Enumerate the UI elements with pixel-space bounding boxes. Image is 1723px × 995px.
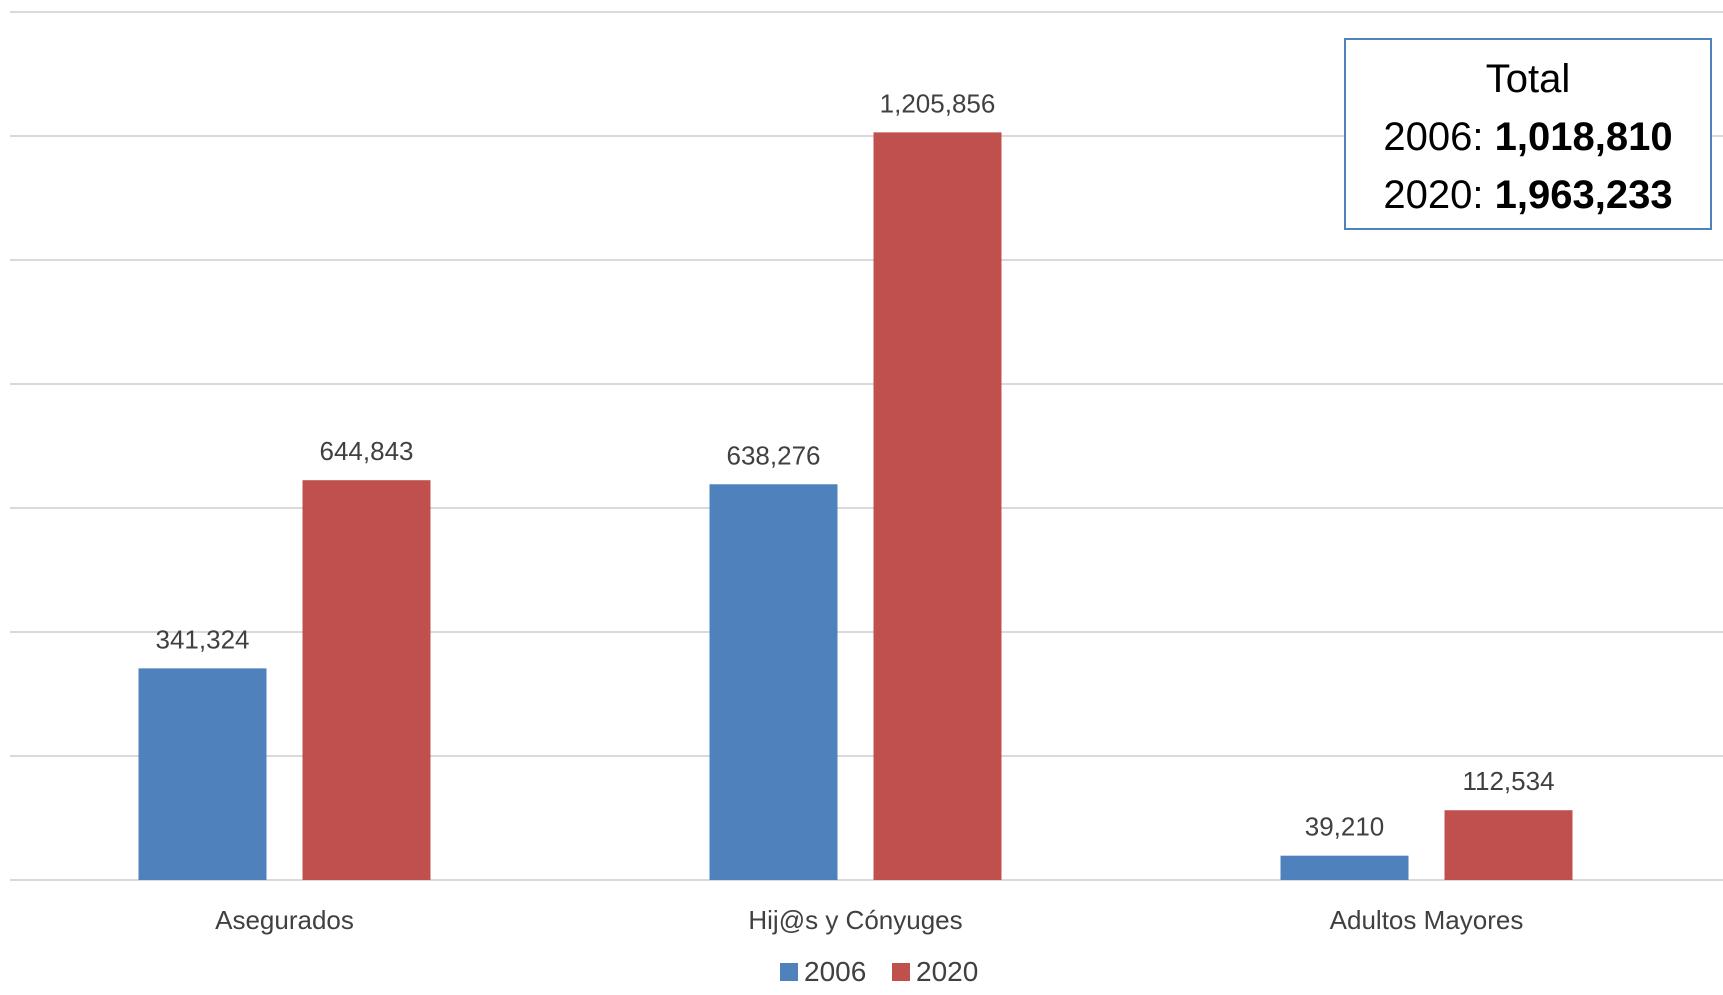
data-label-2020-0: 644,843 (320, 436, 414, 466)
totals-row-2006: 2006: 1,018,810 (1346, 108, 1710, 166)
bar-2006-1 (709, 484, 838, 880)
totals-row-2020: 2020: 1,963,233 (1346, 166, 1710, 224)
data-labels: 341,324 644,843 638,276 1,205,856 39,210 112,… (156, 88, 1555, 841)
x-axis-tick-labels: Asegurados Hij@s y Cónyuges Adultos Mayore… (215, 905, 1523, 935)
bar-2020-2 (1444, 810, 1573, 880)
bar-2020-1 (873, 132, 1002, 881)
x-tick-label-0: Asegurados (215, 905, 354, 935)
data-label-2006-2: 39,210 (1305, 812, 1385, 842)
bar-2006-2 (1280, 855, 1409, 880)
totals-value-2020: 1,963,233 (1494, 173, 1673, 217)
bar-2020-0 (302, 480, 431, 880)
legend-swatch-2020 (892, 963, 910, 981)
data-label-2006-1: 638,276 (727, 440, 821, 470)
totals-box: Total 2006: 1,018,810 2020: 1,963,233 (1344, 38, 1712, 230)
data-label-2006-0: 341,324 (156, 624, 250, 654)
data-label-2020-2: 112,534 (1462, 766, 1554, 796)
x-tick-label-2: Adultos Mayores (1330, 905, 1524, 935)
data-label-2020-1: 1,205,856 (880, 88, 996, 118)
totals-label-2006: 2006: (1383, 115, 1495, 159)
totals-value-2006: 1,018,810 (1494, 115, 1673, 159)
bars (138, 132, 1573, 881)
legend-label-2006: 2006 (804, 956, 866, 987)
bar-2006-0 (138, 668, 267, 880)
totals-title: Total (1485, 57, 1571, 101)
legend-label-2020: 2020 (916, 956, 978, 987)
legend: 2006 2020 (780, 956, 978, 987)
gridlines (10, 11, 1723, 881)
x-tick-label-1: Hij@s y Cónyuges (748, 905, 962, 935)
totals-label-2020: 2020: (1383, 173, 1495, 217)
legend-swatch-2006 (780, 963, 798, 981)
